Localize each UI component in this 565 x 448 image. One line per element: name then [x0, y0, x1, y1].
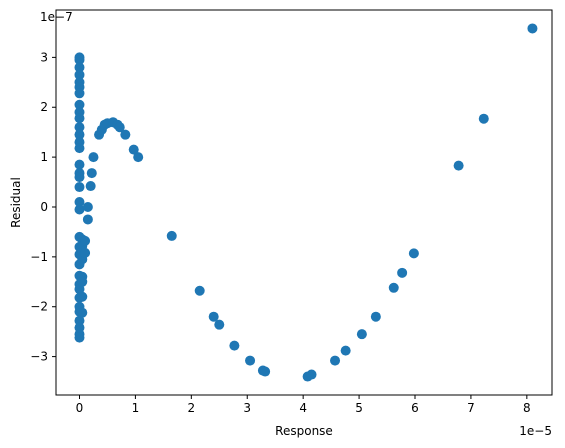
data-point	[77, 276, 88, 287]
data-point	[166, 230, 177, 241]
data-point	[74, 113, 85, 124]
data-point	[82, 214, 93, 225]
data-point	[74, 99, 85, 110]
x-axis-offset-label: 1e−5	[519, 424, 552, 438]
data-point	[370, 311, 381, 322]
data-point	[527, 23, 538, 34]
x-tick-label: 2	[188, 401, 196, 415]
x-tick-label: 0	[76, 401, 84, 415]
data-point	[74, 197, 85, 207]
data-point	[80, 247, 91, 258]
data-point	[340, 345, 351, 356]
data-point	[74, 129, 85, 140]
data-point	[74, 204, 85, 215]
y-tick-label: −2	[30, 300, 48, 314]
data-points	[74, 23, 538, 382]
y-tick-label: 1	[40, 150, 48, 164]
data-point	[74, 122, 85, 133]
data-point	[208, 311, 219, 322]
y-tick-label: −3	[30, 350, 48, 364]
data-point	[408, 248, 419, 259]
x-tick-label: 8	[523, 401, 531, 415]
x-tick-label: 1	[132, 401, 140, 415]
y-tick-label: 2	[40, 100, 48, 114]
y-axis-label: Residual	[9, 177, 23, 228]
data-point	[260, 366, 271, 377]
data-point	[128, 144, 139, 155]
data-point	[74, 62, 85, 73]
x-tick-label: 4	[299, 401, 307, 415]
data-point	[80, 235, 91, 246]
x-axis-label: Response	[275, 424, 333, 438]
data-point	[74, 332, 85, 343]
data-point	[74, 88, 85, 99]
data-point	[85, 181, 96, 192]
data-point	[82, 201, 93, 212]
data-point	[356, 329, 367, 340]
x-tick-label: 5	[355, 401, 363, 415]
data-point	[453, 160, 464, 171]
data-point	[114, 122, 125, 133]
data-point	[229, 340, 240, 351]
data-point	[194, 285, 205, 296]
x-tick-label: 3	[243, 401, 251, 415]
data-point	[77, 291, 88, 302]
data-point	[478, 113, 489, 124]
data-point	[74, 143, 85, 154]
data-point	[388, 282, 399, 293]
data-point	[397, 267, 408, 278]
x-tick-label: 7	[467, 401, 475, 415]
data-point	[214, 319, 225, 330]
data-point	[74, 315, 85, 326]
data-point	[74, 172, 85, 183]
data-point	[306, 369, 317, 380]
data-point	[245, 355, 256, 366]
data-point	[77, 307, 88, 318]
data-point	[88, 152, 99, 163]
data-point	[120, 129, 131, 140]
x-axis-ticks: 0 1 2 3 4 5 6 7 8	[76, 395, 531, 415]
y-axis-offset-label: 1e−7	[40, 10, 73, 24]
data-point	[74, 69, 85, 80]
y-tick-label: 0	[40, 200, 48, 214]
y-tick-label: 3	[40, 50, 48, 64]
data-point	[74, 159, 85, 170]
data-point	[133, 152, 144, 163]
data-point	[74, 182, 85, 193]
plot-frame	[55, 9, 553, 396]
x-tick-label: 6	[411, 401, 419, 415]
data-point	[330, 355, 341, 366]
data-point	[86, 168, 97, 179]
y-tick-label: −1	[30, 250, 48, 264]
data-point	[74, 54, 85, 65]
y-axis-ticks: −3 −2 −1 0 1 2 3	[30, 50, 56, 364]
